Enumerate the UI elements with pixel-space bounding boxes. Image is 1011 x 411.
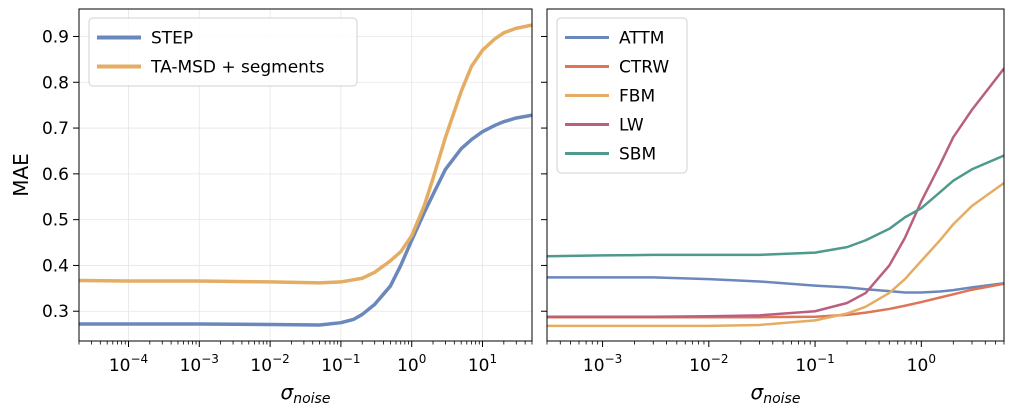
legend-box [88,17,358,87]
y-tick-label: 0.8 [42,73,69,93]
series-line-ctrw [547,282,1004,319]
series-line-ta-msd-segments [79,23,532,285]
x-tick-label: 10−4 [109,352,148,376]
plot-frame [546,8,1005,342]
x-axis-label: σnoise [281,380,331,407]
chart-panel-2: 10−3 10−2 10−1 100 σnoise ATTM CTRW FBM LW SBM [541,8,1005,407]
y-tick-label: 0.4 [42,256,69,276]
series-group [547,67,1004,328]
legend: STEP TA-MSD + segments [88,17,358,87]
x-tick-label: 100 [907,352,936,376]
series-line-lw [547,67,1004,318]
x-tick-label: 10−2 [689,352,728,376]
x-tick-label: 101 [468,352,497,376]
legend-label: CTRW [619,58,669,78]
y-tick-label: 0.3 [42,302,69,322]
legend-label: FBM [619,87,655,107]
x-tick-label: 10−3 [583,352,622,376]
legend-label: LW [619,116,644,136]
chart-panel-1: 10−4 10−3 10−2 10−1 100 101 0.3 0.4 0.5 0.6 0.7 0.8… [9,8,533,407]
legend-label: TA-MSD + segments [150,58,325,78]
y-tick-label: 0.6 [42,165,69,185]
plot-frame [78,8,533,342]
legend-label: STEP [151,29,193,49]
x-tick-label: 10−1 [795,352,834,376]
legend-label: SBM [619,145,656,165]
x-tick-label: 100 [397,352,426,376]
series-line-sbm [547,154,1004,258]
series-line-fbm [547,181,1004,328]
legend-box [556,17,688,174]
series-line-attm [547,276,1004,294]
legend: ATTM CTRW FBM LW SBM [556,17,688,174]
x-axis-label: σnoise [751,380,801,407]
series-group [79,23,532,327]
y-tick-label: 0.9 [42,27,69,47]
x-tick-label: 10−3 [180,352,219,376]
y-tick-label: 0.5 [42,211,69,231]
y-axis-label: MAE [9,153,33,197]
legend-label: ATTM [619,29,664,49]
y-tick-label: 0.7 [42,119,69,139]
series-line-step [79,113,532,327]
x-tick-label: 10−1 [321,352,360,376]
x-tick-label: 10−2 [250,352,289,376]
